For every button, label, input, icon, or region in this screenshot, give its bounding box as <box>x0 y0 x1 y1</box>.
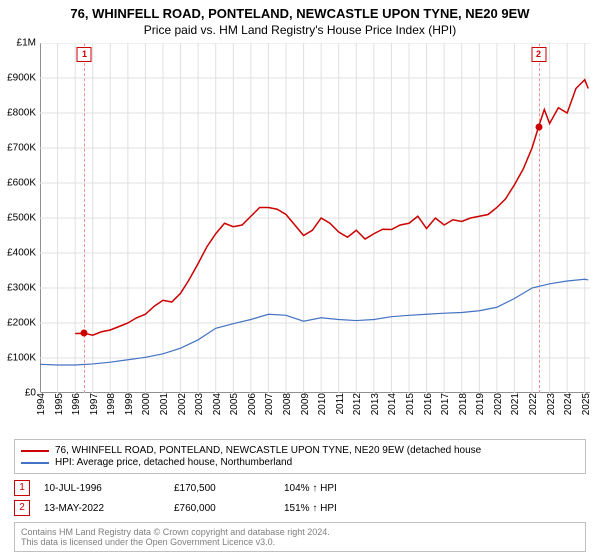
x-tick-label: 2018 <box>458 393 469 415</box>
y-tick-label: £800K <box>2 108 36 119</box>
footer-line: This data is licensed under the Open Gov… <box>21 537 579 547</box>
sale-row: 1 10-JUL-1996£170,500104% ↑ HPI <box>14 480 586 496</box>
y-axis: £0£100K£200K£300K£400K£500K£600K£700K£80… <box>2 43 36 393</box>
x-tick-label: 2004 <box>212 393 223 415</box>
legend-label: 76, WHINFELL ROAD, PONTELAND, NEWCASTLE … <box>55 445 481 456</box>
y-tick-label: £700K <box>2 143 36 154</box>
x-tick-label: 2012 <box>352 393 363 415</box>
sale-marker-dot <box>81 330 88 337</box>
x-tick-label: 1998 <box>106 393 117 415</box>
x-tick-label: 2009 <box>300 393 311 415</box>
sale-row: 2 13-MAY-2022£760,000151% ↑ HPI <box>14 500 586 516</box>
sale-date: 13-MAY-2022 <box>44 503 174 514</box>
y-tick-label: £400K <box>2 248 36 259</box>
sale-number-box: 1 <box>14 480 30 496</box>
y-tick-label: £0 <box>2 388 36 399</box>
legend-label: HPI: Average price, detached house, Nort… <box>55 457 292 468</box>
x-tick-label: 1996 <box>71 393 82 415</box>
x-tick-label: 2007 <box>264 393 275 415</box>
x-tick-label: 2013 <box>370 393 381 415</box>
y-tick-label: £200K <box>2 318 36 329</box>
y-tick-label: £300K <box>2 283 36 294</box>
x-tick-label: 2025 <box>581 393 592 415</box>
sale-number-box: 2 <box>14 500 30 516</box>
x-axis: 1994199519961997199819992000200120022003… <box>40 393 590 433</box>
y-tick-label: £600K <box>2 178 36 189</box>
y-tick-label: £900K <box>2 73 36 84</box>
x-tick-label: 2021 <box>510 393 521 415</box>
x-tick-label: 2000 <box>141 393 152 415</box>
footer-attribution: Contains HM Land Registry data © Crown c… <box>14 522 586 552</box>
x-tick-label: 2003 <box>194 393 205 415</box>
x-tick-label: 2005 <box>229 393 240 415</box>
legend: 76, WHINFELL ROAD, PONTELAND, NEWCASTLE … <box>14 439 586 474</box>
x-tick-label: 2001 <box>159 393 170 415</box>
chart-subtitle: Price paid vs. HM Land Registry's House … <box>0 23 600 37</box>
x-tick-label: 2006 <box>247 393 258 415</box>
x-tick-label: 1999 <box>124 393 135 415</box>
y-tick-label: £500K <box>2 213 36 224</box>
x-tick-label: 2023 <box>546 393 557 415</box>
chart-svg <box>40 43 590 393</box>
x-tick-label: 2015 <box>405 393 416 415</box>
x-tick-label: 1997 <box>89 393 100 415</box>
y-tick-label: £100K <box>2 353 36 364</box>
y-tick-label: £1M <box>2 38 36 49</box>
sale-date: 10-JUL-1996 <box>44 483 174 494</box>
x-tick-label: 2016 <box>423 393 434 415</box>
x-tick-label: 2019 <box>475 393 486 415</box>
x-tick-label: 2002 <box>177 393 188 415</box>
x-tick-label: 2017 <box>440 393 451 415</box>
x-tick-label: 1995 <box>54 393 65 415</box>
x-tick-label: 2010 <box>317 393 328 415</box>
sale-marker-box: 2 <box>531 47 546 62</box>
x-tick-label: 2011 <box>335 393 346 415</box>
sale-pct: 151% ↑ HPI <box>284 503 374 514</box>
x-tick-label: 2008 <box>282 393 293 415</box>
legend-item: HPI: Average price, detached house, Nort… <box>21 457 579 468</box>
plot-area: £0£100K£200K£300K£400K£500K£600K£700K£80… <box>40 43 590 393</box>
chart-title: 76, WHINFELL ROAD, PONTELAND, NEWCASTLE … <box>0 6 600 21</box>
x-tick-label: 2024 <box>563 393 574 415</box>
x-tick-label: 2022 <box>528 393 539 415</box>
sale-pct: 104% ↑ HPI <box>284 483 374 494</box>
chart-container: 76, WHINFELL ROAD, PONTELAND, NEWCASTLE … <box>0 6 600 552</box>
sale-marker-table: 1 10-JUL-1996£170,500104% ↑ HPI 2 13-MAY-20… <box>14 480 586 516</box>
legend-item: 76, WHINFELL ROAD, PONTELAND, NEWCASTLE … <box>21 445 579 456</box>
legend-swatch <box>21 450 49 452</box>
legend-swatch <box>21 462 49 464</box>
sale-price: £760,000 <box>174 503 284 514</box>
x-tick-label: 2014 <box>387 393 398 415</box>
sale-price: £170,500 <box>174 483 284 494</box>
x-tick-label: 1994 <box>36 393 47 415</box>
sale-marker-box: 1 <box>77 47 92 62</box>
footer-line: Contains HM Land Registry data © Crown c… <box>21 527 579 537</box>
x-tick-label: 2020 <box>493 393 504 415</box>
sale-marker-dot <box>535 124 542 131</box>
